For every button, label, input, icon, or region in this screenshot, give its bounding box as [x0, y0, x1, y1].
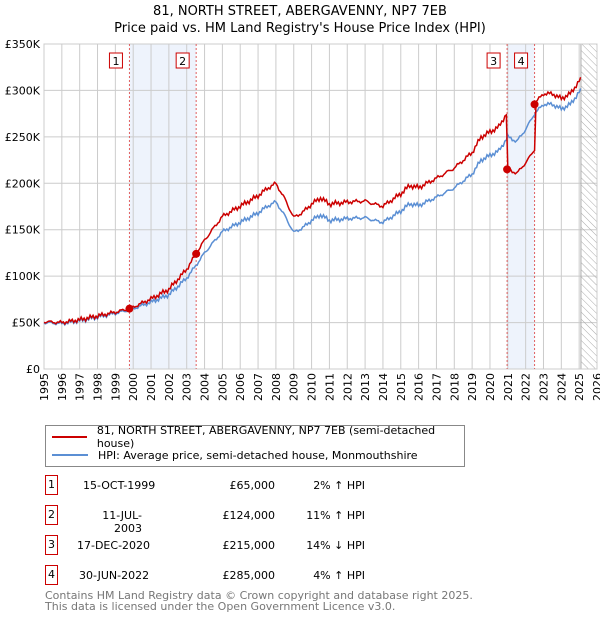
legend: 81, NORTH STREET, ABERGAVENNY, NP7 7EB (…: [45, 424, 465, 467]
price-chart: 1995 1996 1997 1998 1999 2000 2001 2002 2003 2004…: [5, 38, 600, 401]
sale-number: 1: [45, 475, 58, 495]
price-line: [43, 77, 582, 326]
sale-label: 1: [112, 55, 119, 68]
legend-hpi-label: HPI: Average price, semi-detached house,…: [98, 448, 418, 462]
sale-marker: [530, 100, 539, 109]
chart-subtitle: Price paid vs. HM Land Registry's House …: [114, 21, 486, 36]
sale-price: £124,000: [222, 509, 276, 522]
sale-delta: 11% ↑ HPI: [306, 509, 365, 522]
y-tick-label: £250K: [5, 131, 41, 144]
sale-delta: 4% ↑ HPI: [313, 569, 365, 582]
x-tick-label: 2021: [502, 373, 515, 401]
sale-label: 4: [518, 55, 525, 68]
y-tick-label: £350K: [5, 38, 41, 51]
sale-date: 30-JUN-2022: [79, 569, 150, 582]
sale-label: 3: [490, 55, 497, 68]
x-tick-label: 2006: [234, 373, 247, 401]
x-tick-label: 2026: [591, 373, 600, 401]
x-tick-label: 2005: [216, 373, 229, 401]
sale-label-box: [486, 52, 501, 69]
sale-label-box: [108, 52, 123, 69]
legend-price-label: 81, NORTH STREET, ABERGAVENNY, NP7 7EB (…: [96, 424, 436, 450]
x-tick-label: 2015: [395, 373, 408, 401]
x-tick-label: 1995: [38, 373, 51, 401]
sale-row: 1 15-OCT-1999 £65,000 2% ↑ HPI: [45, 475, 385, 497]
y-tick-label: £50K: [12, 317, 41, 330]
x-tick-label: 2025: [573, 373, 586, 401]
x-tick-label: 2016: [413, 373, 426, 401]
x-tick-label: 2014: [377, 373, 390, 401]
sale-price: £285,000: [222, 569, 276, 582]
x-tick-label: 2001: [145, 373, 158, 401]
x-tick-label: 2010: [306, 373, 319, 401]
shaded-period-3-4: [507, 44, 535, 369]
sale-number: 2: [45, 505, 58, 525]
x-tick-label: 1997: [74, 373, 87, 401]
y-tick-label: £0: [26, 363, 40, 376]
sale-date: 15-OCT-1999: [83, 479, 156, 492]
x-tick-label: 2003: [181, 373, 194, 401]
x-tick-label: 2007: [252, 373, 265, 401]
x-tick-label: 2008: [270, 373, 283, 401]
x-tick-label: 2023: [537, 373, 550, 401]
legend-hpi-swatch: [52, 454, 88, 456]
x-tick-label: 2012: [341, 373, 354, 401]
footer: Contains HM Land Registry data © Crown c…: [45, 590, 473, 612]
sale-delta: 2% ↑ HPI: [313, 479, 365, 492]
x-tick-label: 2017: [430, 373, 443, 401]
sale-number: 3: [45, 535, 58, 555]
y-tick-label: £100K: [5, 270, 41, 283]
footer-copyright: Contains HM Land Registry data © Crown c…: [45, 589, 473, 602]
sale-marker: [503, 165, 512, 174]
sale-number: 4: [45, 565, 58, 585]
sale-date: 17-DEC-2020: [77, 539, 151, 552]
x-tick-label: 1998: [92, 373, 105, 401]
sale-label-box: [175, 52, 190, 69]
x-tick-label: 2000: [127, 373, 140, 401]
sale-marker: [192, 249, 201, 258]
x-tick-label: 2018: [448, 373, 461, 401]
sale-label: 2: [179, 55, 186, 68]
sale-delta: 14% ↓ HPI: [306, 539, 365, 552]
chart-title: 81, NORTH STREET, ABERGAVENNY, NP7 7EB: [153, 4, 447, 19]
shaded-period-1-2: [129, 44, 197, 369]
x-tick-label: 2002: [163, 373, 176, 401]
forecast-hatch: [580, 43, 598, 370]
x-tick-label: 1999: [109, 373, 122, 401]
sale-row: 4 30-JUN-2022 £285,000 4% ↑ HPI: [45, 565, 385, 587]
sale-price: £65,000: [229, 479, 276, 492]
sale-label-box: [514, 52, 529, 69]
x-tick-label: 2022: [520, 373, 533, 401]
x-tick-label: 2009: [288, 373, 301, 401]
x-tick-label: 1996: [56, 373, 69, 401]
plot-frame: [43, 43, 598, 370]
sale-price: £215,000: [222, 539, 276, 552]
y-tick-label: £200K: [5, 177, 41, 190]
x-tick-label: 2024: [555, 373, 568, 401]
x-tick-label: 2004: [199, 373, 212, 401]
y-tick-label: £300K: [5, 84, 41, 97]
hpi-line: [43, 88, 582, 327]
x-tick-label: 2019: [466, 373, 479, 401]
x-tick-label: 2013: [359, 373, 372, 401]
sale-row: 3 17-DEC-2020 £215,000 14% ↓ HPI: [45, 535, 385, 557]
y-tick-label: £150K: [5, 224, 41, 237]
x-tick-label: 2020: [484, 373, 497, 401]
footer-licence: This data is licensed under the Open Gov…: [45, 600, 396, 613]
sale-date: 11-JUL-2003: [102, 509, 142, 535]
x-tick-label: 2011: [323, 373, 336, 401]
sale-marker: [125, 304, 134, 313]
legend-price-swatch: [52, 436, 87, 438]
sale-row: 2 11-JUL-2003 £124,000 11% ↑ HPI: [45, 505, 385, 535]
